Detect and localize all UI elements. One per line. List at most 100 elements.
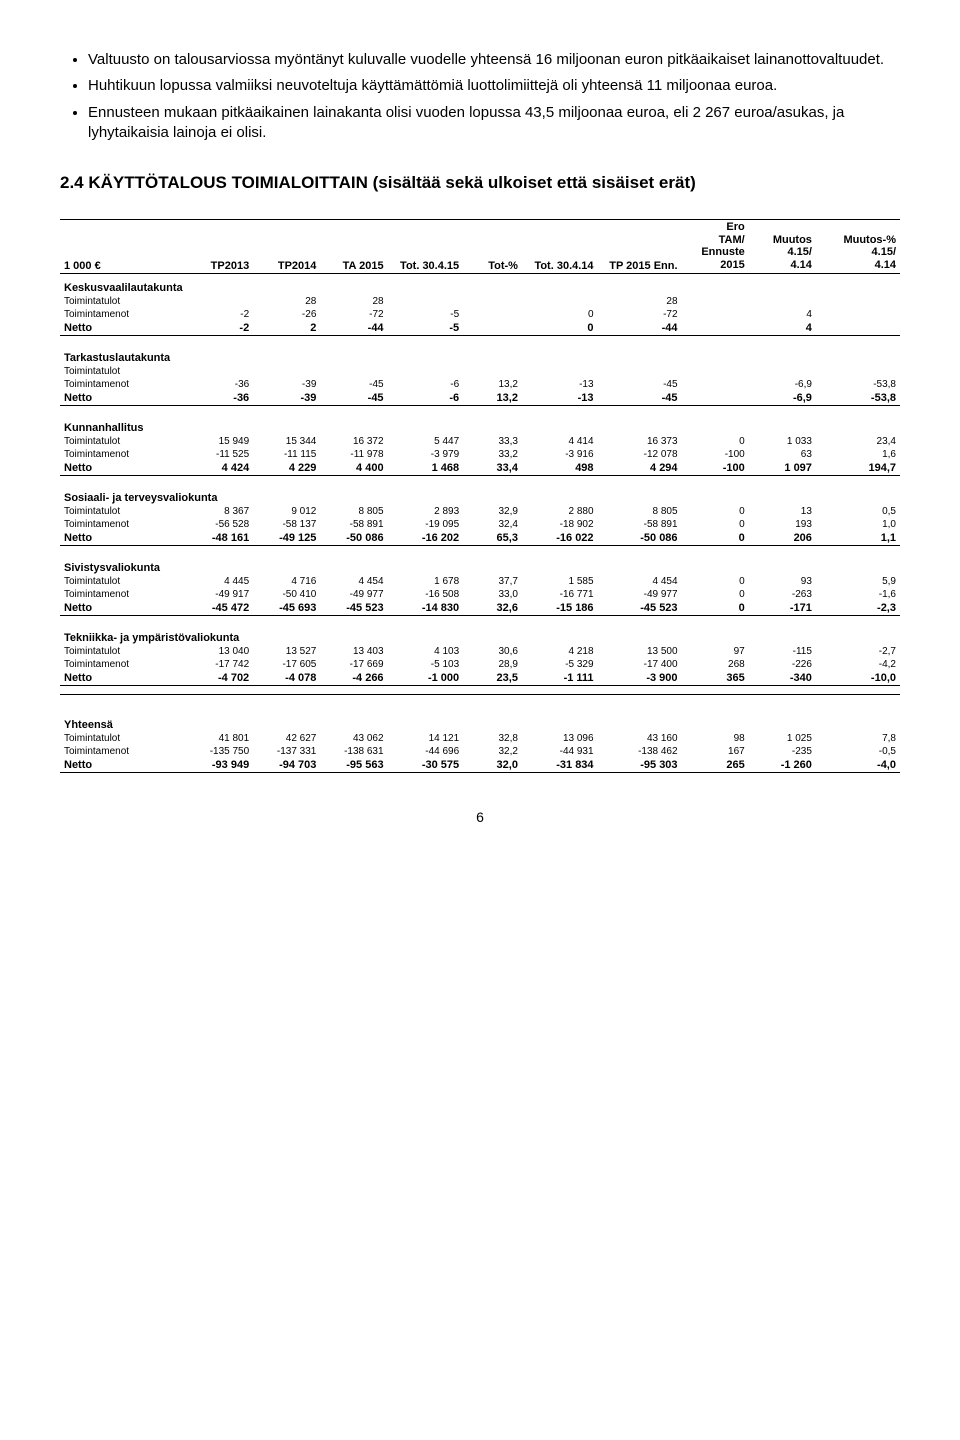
cell: 13 096 bbox=[522, 732, 598, 745]
cell: 2 bbox=[253, 321, 320, 336]
cell: 13 500 bbox=[598, 645, 682, 658]
budget-table: 1 000 € TP2013 TP2014 TA 2015 Tot. 30.4.… bbox=[60, 219, 900, 773]
cell: 194,7 bbox=[816, 461, 900, 476]
cell bbox=[186, 295, 253, 308]
cell: -49 977 bbox=[598, 588, 682, 601]
cell: -11 115 bbox=[253, 448, 320, 461]
col-header: Muutos 4.15/ 4.14 bbox=[749, 220, 816, 274]
cell: -4 266 bbox=[320, 671, 387, 686]
cell: 4 294 bbox=[598, 461, 682, 476]
cell: -17 669 bbox=[320, 658, 387, 671]
cell: 93 bbox=[749, 575, 816, 588]
cell: 0 bbox=[682, 518, 749, 531]
cell bbox=[682, 391, 749, 406]
cell: 4 229 bbox=[253, 461, 320, 476]
cell: 4 bbox=[749, 308, 816, 321]
cell: 15 949 bbox=[186, 435, 253, 448]
cell: 1 097 bbox=[749, 461, 816, 476]
cell: 41 801 bbox=[186, 732, 253, 745]
cell: -16 022 bbox=[522, 531, 598, 546]
cell: 4 218 bbox=[522, 645, 598, 658]
section-title: Sosiaali- ja terveysvaliokunta bbox=[60, 484, 900, 505]
cell: -138 631 bbox=[320, 745, 387, 758]
cell: -44 696 bbox=[388, 745, 464, 758]
cell: -45 523 bbox=[598, 601, 682, 616]
cell: 8 805 bbox=[598, 505, 682, 518]
cell: -17 742 bbox=[186, 658, 253, 671]
cell: -340 bbox=[749, 671, 816, 686]
cell: -235 bbox=[749, 745, 816, 758]
cell: 32,4 bbox=[463, 518, 522, 531]
col-header: Tot. 30.4.14 bbox=[522, 220, 598, 274]
cell: -4,2 bbox=[816, 658, 900, 671]
cell: 1 678 bbox=[388, 575, 464, 588]
cell: 28,9 bbox=[463, 658, 522, 671]
row-label: Netto bbox=[60, 391, 186, 406]
cell bbox=[816, 308, 900, 321]
cell: 0 bbox=[682, 531, 749, 546]
row-label: Toimintatulot bbox=[60, 575, 186, 588]
row-label: Toimintamenot bbox=[60, 308, 186, 321]
cell: 4 454 bbox=[598, 575, 682, 588]
row-label: Toimintamenot bbox=[60, 378, 186, 391]
cell: -12 078 bbox=[598, 448, 682, 461]
cell: -36 bbox=[186, 378, 253, 391]
cell: -50 086 bbox=[320, 531, 387, 546]
cell: -11 525 bbox=[186, 448, 253, 461]
cell: 43 062 bbox=[320, 732, 387, 745]
cell: 16 372 bbox=[320, 435, 387, 448]
cell: 9 012 bbox=[253, 505, 320, 518]
cell: 97 bbox=[682, 645, 749, 658]
cell bbox=[388, 295, 464, 308]
cell: -3 900 bbox=[598, 671, 682, 686]
cell: -53,8 bbox=[816, 378, 900, 391]
bullet-list: Valtuusto on talousarviossa myöntänyt ku… bbox=[60, 50, 900, 143]
cell bbox=[816, 365, 900, 378]
cell: -6,9 bbox=[749, 378, 816, 391]
cell: -39 bbox=[253, 391, 320, 406]
cell: 498 bbox=[522, 461, 598, 476]
cell: -263 bbox=[749, 588, 816, 601]
cell: 1,6 bbox=[816, 448, 900, 461]
cell bbox=[463, 308, 522, 321]
cell: 2 893 bbox=[388, 505, 464, 518]
row-label: Netto bbox=[60, 461, 186, 476]
cell: -13 bbox=[522, 391, 598, 406]
bullet-item: Huhtikuun lopussa valmiiksi neuvoteltuja… bbox=[88, 76, 900, 96]
cell: -2,3 bbox=[816, 601, 900, 616]
row-label: Toimintamenot bbox=[60, 745, 186, 758]
cell: -44 bbox=[598, 321, 682, 336]
cell: -45 693 bbox=[253, 601, 320, 616]
cell: -6,9 bbox=[749, 391, 816, 406]
cell: 30,6 bbox=[463, 645, 522, 658]
row-label: Toimintamenot bbox=[60, 658, 186, 671]
cell: -93 949 bbox=[186, 758, 253, 773]
cell: -16 508 bbox=[388, 588, 464, 601]
cell: 23,4 bbox=[816, 435, 900, 448]
cell: -45 523 bbox=[320, 601, 387, 616]
cell: -17 400 bbox=[598, 658, 682, 671]
cell: -45 bbox=[320, 378, 387, 391]
cell: -53,8 bbox=[816, 391, 900, 406]
cell: 4 424 bbox=[186, 461, 253, 476]
cell: 0 bbox=[682, 588, 749, 601]
cell: -45 472 bbox=[186, 601, 253, 616]
cell: 1 468 bbox=[388, 461, 464, 476]
row-label: Toimintatulot bbox=[60, 295, 186, 308]
cell: -13 bbox=[522, 378, 598, 391]
cell: 1 585 bbox=[522, 575, 598, 588]
cell: -6 bbox=[388, 391, 464, 406]
cell: -45 bbox=[598, 391, 682, 406]
cell bbox=[463, 321, 522, 336]
cell bbox=[682, 308, 749, 321]
cell: 0 bbox=[522, 321, 598, 336]
cell: 28 bbox=[253, 295, 320, 308]
cell: 8 805 bbox=[320, 505, 387, 518]
cell: 23,5 bbox=[463, 671, 522, 686]
row-label: Toimintatulot bbox=[60, 732, 186, 745]
cell: -1 111 bbox=[522, 671, 598, 686]
row-label: Toimintamenot bbox=[60, 518, 186, 531]
cell: -3 916 bbox=[522, 448, 598, 461]
cell: -2 bbox=[186, 321, 253, 336]
cell: 7,8 bbox=[816, 732, 900, 745]
